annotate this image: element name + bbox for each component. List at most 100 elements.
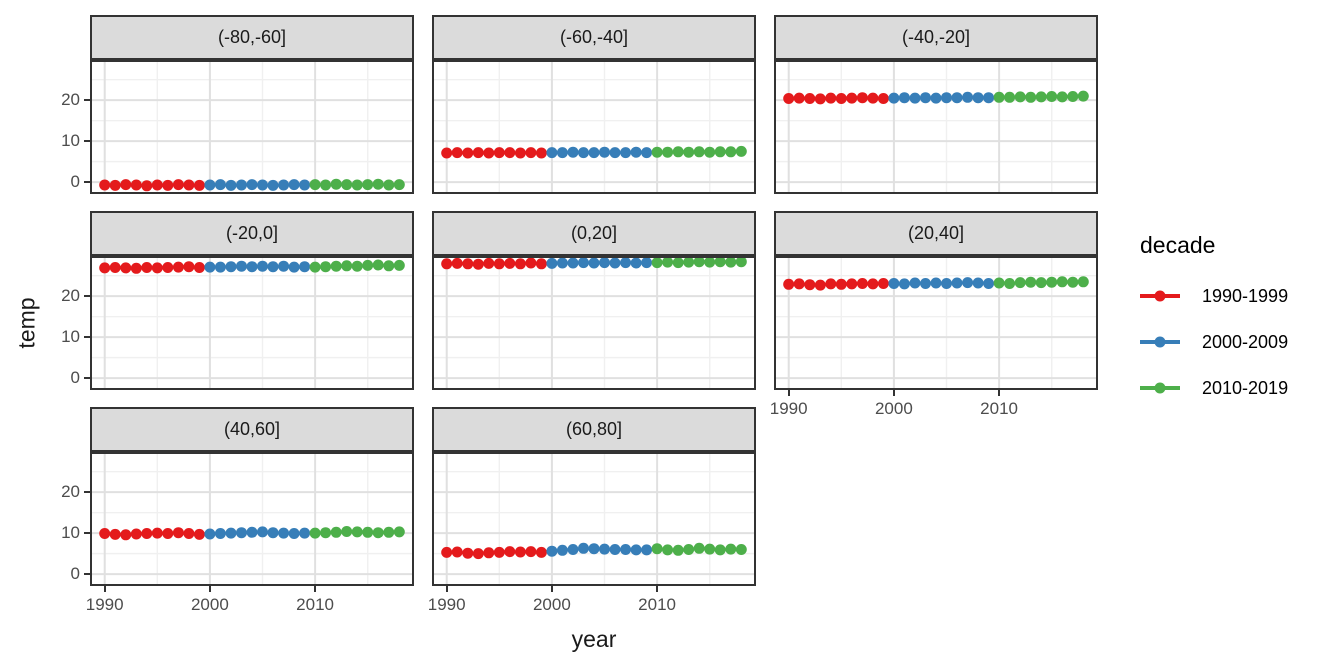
data-point — [309, 527, 321, 539]
data-point — [151, 527, 163, 539]
data-point — [535, 546, 547, 558]
facet-(20,40]: (20,40] — [774, 211, 1098, 390]
data-point — [1004, 278, 1016, 289]
facet-strip-label: (-80,-60] — [217, 27, 287, 47]
y-tick-label: 10 — [61, 131, 80, 151]
data-point — [514, 147, 526, 159]
data-point — [962, 91, 974, 103]
data-point — [525, 257, 537, 269]
data-point — [330, 526, 342, 538]
x-axis-title: year — [571, 626, 617, 652]
data-point — [846, 92, 858, 104]
data-point — [309, 261, 321, 273]
data-point — [983, 278, 995, 289]
data-point — [856, 92, 868, 104]
facet-panel — [774, 256, 1098, 390]
data-point — [320, 261, 332, 273]
data-point — [835, 93, 847, 104]
facet-(0,20]: (0,20] — [432, 211, 756, 390]
y-tick-label: 10 — [61, 327, 80, 347]
data-point — [1025, 91, 1037, 103]
data-point — [462, 147, 474, 159]
data-point — [641, 147, 653, 159]
data-point — [951, 92, 963, 104]
x-tick-label: 2010 — [980, 399, 1018, 418]
data-point — [109, 528, 121, 540]
data-point — [141, 262, 153, 273]
data-point — [814, 279, 826, 291]
data-point — [172, 179, 184, 191]
data-point — [141, 180, 153, 192]
data-point — [483, 257, 495, 269]
data-point — [257, 179, 268, 191]
legend-items: 1990-1999 2000-2009 2010-2019 — [1140, 273, 1288, 411]
data-point — [451, 546, 463, 558]
y-tick-mark — [84, 491, 90, 494]
data-point — [725, 146, 737, 158]
data-point — [620, 544, 632, 555]
data-point — [141, 528, 153, 539]
facet-strip-label: (-20,0] — [225, 223, 279, 243]
data-point — [462, 547, 474, 559]
facet-strip: (-60,-40] — [432, 15, 756, 60]
data-point — [246, 261, 258, 273]
data-point — [204, 261, 216, 273]
data-point — [993, 277, 1005, 289]
x-tick-mark — [998, 390, 1001, 396]
data-point — [383, 526, 395, 538]
legend-item-1990-1999: 1990-1999 — [1140, 273, 1288, 319]
data-point — [856, 278, 868, 289]
y-tick-mark — [84, 181, 90, 184]
data-point — [1004, 91, 1016, 103]
data-point — [1067, 91, 1079, 102]
y-tick-label: 20 — [61, 286, 80, 306]
data-point — [288, 528, 300, 539]
data-point — [225, 527, 237, 539]
data-point — [288, 261, 300, 273]
data-point — [556, 147, 568, 159]
data-point — [109, 262, 121, 273]
data-point — [599, 543, 610, 555]
data-point — [704, 146, 716, 158]
data-point — [372, 527, 384, 539]
data-point — [451, 257, 463, 269]
data-point — [941, 92, 952, 104]
data-point — [120, 529, 132, 541]
data-point — [825, 278, 837, 290]
facet-panel — [432, 60, 756, 194]
data-point — [351, 260, 363, 272]
data-point — [493, 546, 505, 558]
data-point — [393, 526, 405, 538]
data-point — [493, 258, 505, 270]
data-point — [257, 526, 268, 538]
data-point — [1035, 91, 1047, 103]
data-point — [578, 257, 589, 269]
facet-(60,80]: (60,80] — [432, 407, 756, 586]
data-point — [599, 146, 610, 158]
data-point — [362, 259, 374, 271]
data-point — [783, 93, 795, 104]
x-tick-mark — [656, 586, 659, 592]
data-point — [162, 262, 174, 273]
data-point — [267, 527, 279, 539]
data-point — [193, 179, 205, 191]
data-point — [888, 92, 900, 104]
data-point — [267, 261, 279, 273]
facet-strip: (40,60] — [90, 407, 414, 452]
data-point — [1025, 276, 1037, 288]
data-point — [793, 278, 805, 290]
data-point — [641, 544, 653, 556]
data-point — [567, 257, 579, 269]
facet-strip: (-80,-60] — [90, 15, 414, 60]
y-tick-label: 10 — [61, 523, 80, 543]
data-point — [383, 179, 395, 191]
data-point — [362, 526, 374, 538]
data-point — [793, 92, 805, 104]
data-point — [204, 179, 216, 191]
data-point — [1035, 277, 1047, 289]
data-point — [472, 258, 484, 270]
legend-item-label: 2010-2019 — [1202, 377, 1289, 398]
data-point — [462, 258, 474, 270]
data-point — [441, 258, 453, 270]
data-point — [257, 260, 268, 272]
